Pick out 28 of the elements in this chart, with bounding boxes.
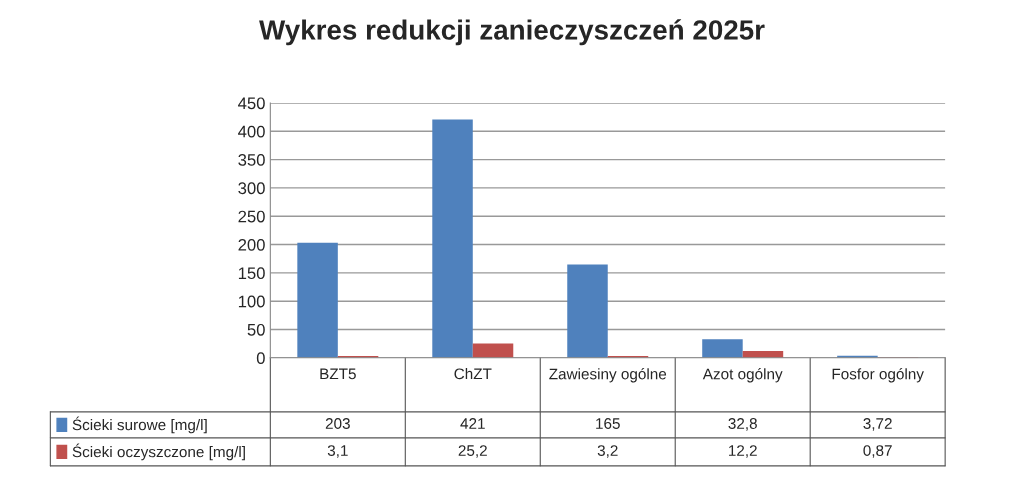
y-tick-label: 200 — [238, 238, 265, 251]
x-tick-label: Azot ogólny — [702, 368, 783, 383]
data-label: 32,8 — [728, 418, 757, 431]
y-tick-label: 100 — [238, 295, 265, 308]
legend-label: Ścieki surowe [mg/l] — [72, 416, 207, 434]
data-label: 0,87 — [863, 445, 892, 458]
data-label: 12,2 — [729, 445, 757, 458]
y-tick-label: 0 — [256, 352, 265, 365]
x-tick-label: Zawiesiny ogólne — [549, 368, 667, 383]
data-label: 3,72 — [863, 418, 892, 431]
data-label: 3,1 — [327, 445, 348, 458]
legend-label: Ścieki oczyszczone [mg/l] — [72, 443, 245, 461]
data-label: 165 — [596, 418, 620, 429]
y-tick-label: 450 — [238, 97, 265, 110]
y-tick-label: 250 — [238, 210, 265, 223]
y-tick-label: 150 — [238, 267, 265, 280]
y-tick-label: 300 — [238, 182, 265, 195]
x-tick-label: BZT5 — [320, 368, 356, 380]
data-label: 203 — [325, 418, 350, 429]
y-tick-label: 400 — [238, 125, 265, 138]
x-tick-label: ChZT — [454, 368, 492, 380]
data-label: 3,2 — [597, 445, 618, 458]
x-tick-label: Fosfor ogólny — [832, 368, 924, 383]
data-label: 25,2 — [458, 445, 487, 458]
y-tick-label: 50 — [247, 323, 265, 336]
y-tick-label: 350 — [238, 154, 265, 166]
data-label: 421 — [460, 418, 485, 429]
chart-title: Wykres redukcji zanieczyszczeń 2025r — [259, 19, 765, 46]
